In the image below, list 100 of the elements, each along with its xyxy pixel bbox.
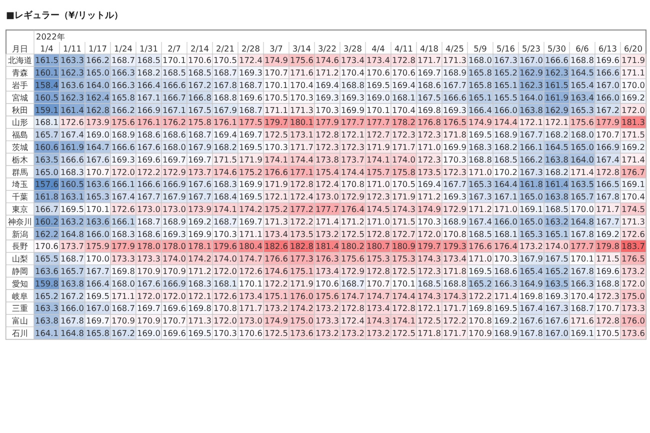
data-label: 173.2 xyxy=(264,303,288,314)
data-label: 157.6 xyxy=(35,179,58,190)
y-tick-label: 群馬 xyxy=(12,166,28,177)
data-label: 164.0 xyxy=(570,154,594,164)
data-label: 166.1 xyxy=(112,179,135,190)
data-label: 169.6 xyxy=(162,303,186,314)
x-tick-label: 1/11 xyxy=(63,44,82,54)
data-label: 169.8 xyxy=(188,303,212,314)
data-label: 172.8 xyxy=(392,303,416,314)
data-label: 167.8 xyxy=(214,80,237,90)
data-label: 171.7 xyxy=(239,303,262,314)
data-label: 170.0 xyxy=(86,254,110,264)
data-label: 174.4 xyxy=(494,117,518,128)
data-label: 172.1 xyxy=(520,117,543,128)
data-label: 166.0 xyxy=(86,228,110,239)
data-label: 167.6 xyxy=(137,142,160,152)
data-label: 173.3 xyxy=(316,316,339,326)
data-label: 172.9 xyxy=(341,266,364,276)
data-label: 172.8 xyxy=(392,55,416,66)
data-label: 170.7 xyxy=(366,278,390,288)
data-label: 170.7 xyxy=(596,303,620,314)
data-label: 168.8 xyxy=(570,55,594,66)
data-label: 173.9 xyxy=(86,117,110,128)
data-label: 168.9 xyxy=(162,216,186,226)
data-label: 166.9 xyxy=(162,278,186,288)
data-label: 171.2 xyxy=(418,192,441,202)
data-label: 163.3 xyxy=(35,303,58,314)
data-label: 173.6 xyxy=(290,328,314,338)
data-label: 170.1 xyxy=(570,254,594,264)
data-label: 166.9 xyxy=(137,104,160,115)
data-label: 173.8 xyxy=(316,154,339,164)
x-tick-label: 3/28 xyxy=(344,44,362,54)
data-label: 167.7 xyxy=(596,216,620,226)
data-label: 173.4 xyxy=(239,290,262,301)
data-label: 175.8 xyxy=(392,166,416,177)
data-label: 173.7 xyxy=(60,241,84,252)
data-label: 174.5 xyxy=(622,204,645,214)
data-label: 171.4 xyxy=(494,290,518,301)
data-label: 168.5 xyxy=(418,278,441,288)
data-label: 172.3 xyxy=(341,142,364,152)
y-tick-label: 富山 xyxy=(12,316,28,326)
data-label: 172.5 xyxy=(341,228,364,239)
data-label: 166.6 xyxy=(137,179,160,190)
data-label: 163.4 xyxy=(570,92,594,102)
data-label: 175.3 xyxy=(392,254,416,264)
y-tick-label: 愛知 xyxy=(12,278,28,288)
data-label: 163.8 xyxy=(520,104,543,115)
data-label: 169.5 xyxy=(468,266,492,276)
data-label: 172.8 xyxy=(366,228,390,239)
data-label: 168.7 xyxy=(239,104,262,115)
data-label: 168.7 xyxy=(112,55,135,66)
data-label: 165.1 xyxy=(468,92,492,102)
data-label: 165.0 xyxy=(35,166,58,177)
data-label: 173.9 xyxy=(188,204,212,214)
data-label: 172.8 xyxy=(596,316,620,326)
data-label: 171.5 xyxy=(392,216,416,226)
data-label: 168.2 xyxy=(494,142,518,152)
data-label: 170.1 xyxy=(86,204,110,214)
data-label: 167.3 xyxy=(468,192,492,202)
data-label: 166.0 xyxy=(494,216,518,226)
data-label: 172.4 xyxy=(239,55,262,66)
data-label: 170.6 xyxy=(392,68,416,78)
data-label: 177.7 xyxy=(570,241,594,252)
data-label: 168.2 xyxy=(137,68,160,78)
data-label: 169.3 xyxy=(443,104,466,115)
data-label: 168.5 xyxy=(162,68,186,78)
data-label: 170.8 xyxy=(443,228,466,239)
data-label: 162.9 xyxy=(520,68,543,78)
data-label: 173.7 xyxy=(188,166,212,177)
data-label: 165.2 xyxy=(468,278,492,288)
data-label: 170.3 xyxy=(316,104,339,115)
data-label: 171.3 xyxy=(622,216,645,226)
x-tick-label: 3/14 xyxy=(292,44,311,54)
x-tick-label: 1/31 xyxy=(140,44,158,54)
data-label: 169.5 xyxy=(468,130,492,140)
data-label: 166.0 xyxy=(596,92,620,102)
data-label: 165.8 xyxy=(468,80,492,90)
data-label: 179.7 xyxy=(418,241,441,252)
data-label: 173.5 xyxy=(290,228,314,239)
data-label: 172.0 xyxy=(162,290,186,301)
data-label: 171.7 xyxy=(392,142,416,152)
data-label: 167.8 xyxy=(596,192,620,202)
data-label: 171.3 xyxy=(290,104,314,115)
data-label: 173.0 xyxy=(162,204,186,214)
data-label: 169.7 xyxy=(418,68,441,78)
data-label: 173.2 xyxy=(520,241,543,252)
data-label: 174.9 xyxy=(264,316,288,326)
data-label: 168.1 xyxy=(392,92,416,102)
data-label: 168.5 xyxy=(468,228,492,239)
data-label: 168.8 xyxy=(214,92,237,102)
data-label: 171.8 xyxy=(443,266,466,276)
data-label: 171.2 xyxy=(341,216,364,226)
data-label: 167.0 xyxy=(596,80,620,90)
data-label: 170.4 xyxy=(622,192,645,202)
data-label: 169.4 xyxy=(214,130,237,140)
data-label: 177.2 xyxy=(290,204,314,214)
data-label: 169.9 xyxy=(239,179,262,190)
y-tick-label: 三重 xyxy=(12,303,28,314)
data-label: 180.4 xyxy=(239,241,262,252)
data-label: 166.6 xyxy=(60,154,84,164)
